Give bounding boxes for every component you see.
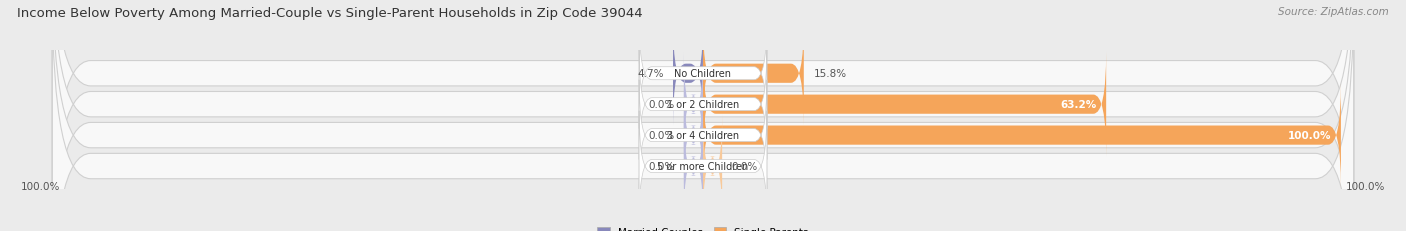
Text: 100.0%: 100.0%: [21, 181, 60, 191]
Text: No Children: No Children: [675, 69, 731, 79]
Text: 0.0%: 0.0%: [648, 161, 675, 171]
FancyBboxPatch shape: [640, 19, 766, 129]
Text: 1 or 2 Children: 1 or 2 Children: [666, 100, 740, 110]
FancyBboxPatch shape: [640, 111, 766, 222]
Text: 3 or 4 Children: 3 or 4 Children: [666, 131, 740, 140]
FancyBboxPatch shape: [640, 80, 766, 191]
Text: 100.0%: 100.0%: [1346, 181, 1385, 191]
Text: 0.0%: 0.0%: [648, 100, 675, 110]
Text: 4.7%: 4.7%: [637, 69, 664, 79]
Text: 5 or more Children: 5 or more Children: [658, 161, 748, 171]
FancyBboxPatch shape: [703, 22, 804, 126]
FancyBboxPatch shape: [52, 0, 1354, 231]
FancyBboxPatch shape: [703, 53, 1107, 157]
FancyBboxPatch shape: [683, 53, 703, 157]
FancyBboxPatch shape: [703, 83, 1341, 188]
Text: 0.0%: 0.0%: [731, 161, 758, 171]
Text: Source: ZipAtlas.com: Source: ZipAtlas.com: [1278, 7, 1389, 17]
Legend: Married Couples, Single Parents: Married Couples, Single Parents: [598, 227, 808, 231]
FancyBboxPatch shape: [683, 83, 703, 188]
FancyBboxPatch shape: [52, 0, 1354, 231]
FancyBboxPatch shape: [52, 0, 1354, 231]
Text: 15.8%: 15.8%: [813, 69, 846, 79]
FancyBboxPatch shape: [640, 50, 766, 160]
Text: 0.0%: 0.0%: [648, 131, 675, 140]
Text: 63.2%: 63.2%: [1060, 100, 1097, 110]
FancyBboxPatch shape: [673, 22, 703, 126]
FancyBboxPatch shape: [703, 114, 723, 218]
Text: 100.0%: 100.0%: [1288, 131, 1331, 140]
FancyBboxPatch shape: [683, 114, 703, 218]
FancyBboxPatch shape: [52, 0, 1354, 231]
Text: Income Below Poverty Among Married-Couple vs Single-Parent Households in Zip Cod: Income Below Poverty Among Married-Coupl…: [17, 7, 643, 20]
